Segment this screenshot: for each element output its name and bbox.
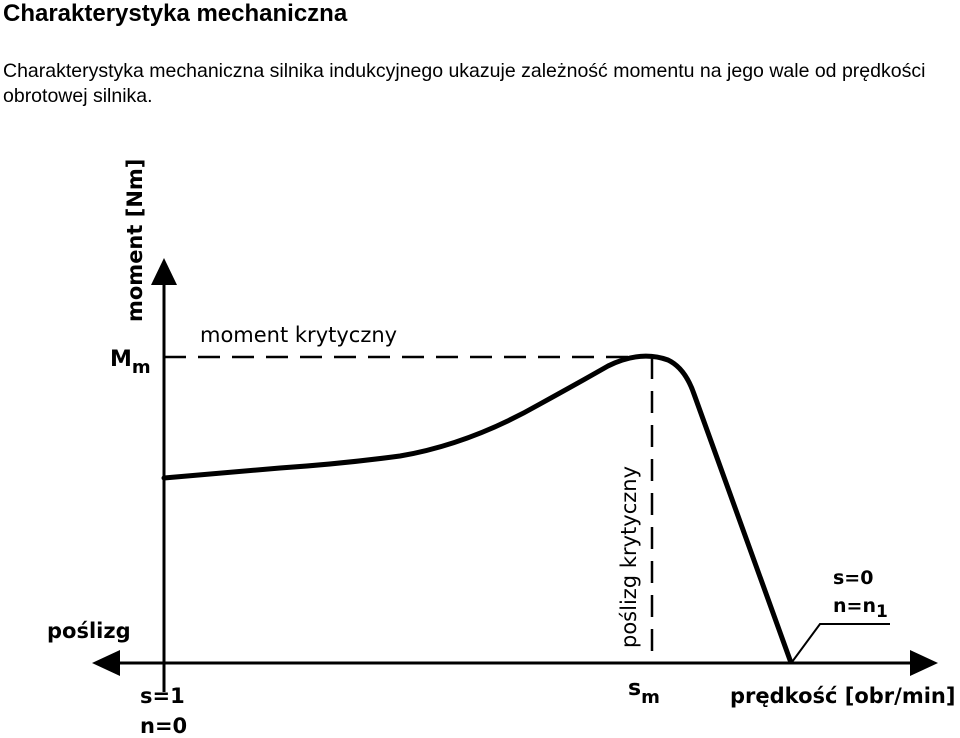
torque-curve [161, 353, 793, 663]
sm-label: sm [628, 676, 660, 708]
nn1-label-main: n=n [833, 595, 876, 617]
y-axis-label: moment [Nm] [123, 159, 147, 322]
s0-label: s=0 [833, 567, 873, 589]
y-axis-arrow-icon [151, 258, 177, 285]
mm-label-main: M [110, 347, 132, 372]
page-title: Charakterystyka mechaniczna [3, 0, 348, 27]
x-axis-left-arrow-icon [92, 650, 120, 676]
nn1-label: n=n1 [833, 595, 888, 622]
critical-moment-label: moment krytyczny [200, 323, 397, 347]
x-axis-label: prędkość [obr/min] [730, 684, 955, 708]
critical-slip-label: poślizg krytyczny [617, 466, 641, 648]
s1-label: s=1 [140, 684, 185, 708]
n0-label: n=0 [140, 714, 187, 738]
mm-label-sub: m [132, 357, 151, 378]
s0-leader-line [791, 623, 890, 663]
nn1-label-sub: 1 [876, 602, 888, 622]
sm-label-main: s [628, 676, 641, 701]
slip-axis-label: poślizg [47, 619, 131, 643]
intro-paragraph: Charakterystyka mechaniczna silnika indu… [3, 60, 926, 107]
x-axis-right-arrow-icon [910, 650, 938, 676]
mm-label: Mm [110, 347, 151, 378]
sm-label-sub: m [641, 687, 660, 708]
